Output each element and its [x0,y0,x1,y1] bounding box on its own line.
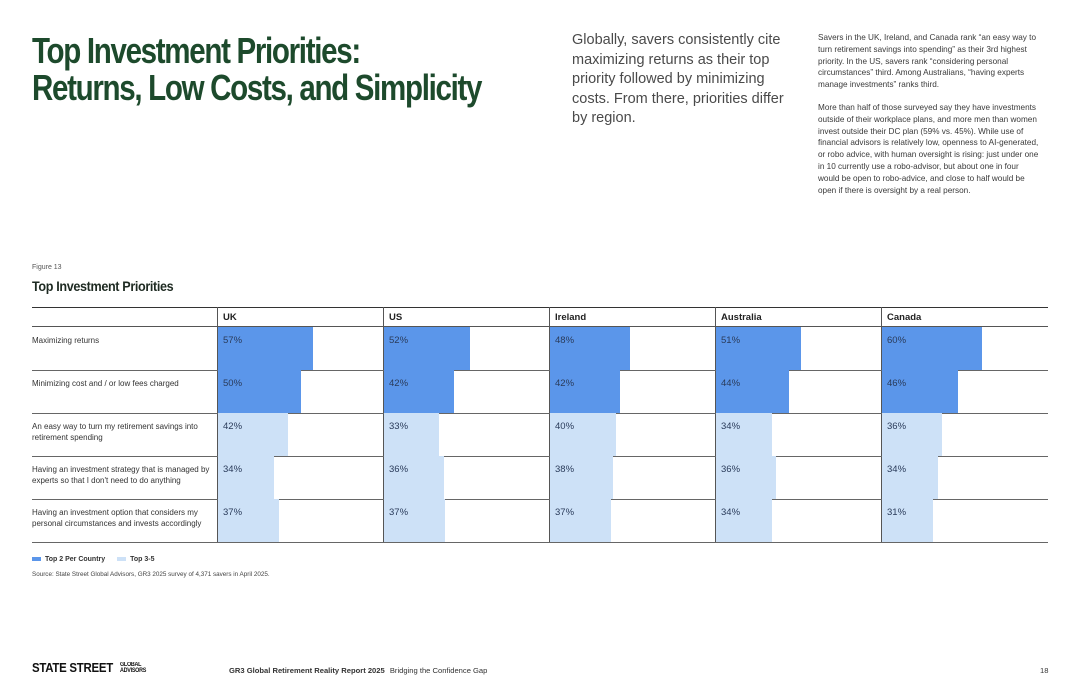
column-header: Ireland [555,312,587,323]
row-divider [32,413,1048,414]
priority-value: 36% [389,464,409,475]
row-label: Maximizing returns [32,336,100,345]
priority-value: 34% [223,464,243,475]
logo-sub-line-2: ADVISORS [119,667,147,674]
legend-swatch-top2 [32,557,41,562]
side-text: Savers in the UK, Ireland, and Canada ra… [818,32,1040,207]
priority-value: 44% [721,378,741,389]
row-divider [32,542,1048,543]
priority-bar [716,370,789,413]
column-divider [383,307,384,543]
priority-bar [716,413,772,456]
priority-value: 36% [721,464,741,475]
footer-report: GR3 Global Retirement Reality Report 202… [229,666,487,675]
page-title-line-1: Top Investment Priorities: [32,30,361,71]
priority-bar [716,499,772,542]
priority-value: 34% [721,507,741,518]
column-header: Canada [887,312,922,323]
priority-bar [218,370,301,413]
column-header: US [389,312,403,323]
legend-item-top2: Top 2 Per Country [32,556,105,563]
priority-value: 37% [223,507,243,518]
priority-bar [882,413,942,456]
page-number: 18 [1040,666,1049,675]
priority-bar [384,327,470,370]
priority-bar [882,499,933,542]
row-label: Having an investment option that conside… [32,508,202,528]
row-divider [32,499,1048,500]
priority-value: 37% [555,507,575,518]
priority-bar [384,456,444,499]
priority-bar [882,370,958,413]
legend-item-top3-5: Top 3-5 [117,556,154,563]
priority-bar [550,370,620,413]
priority-bar [550,456,613,499]
priority-bar [716,456,776,499]
legend: Top 2 Per Country Top 3-5 [32,556,164,563]
priority-value: 46% [887,378,907,389]
priority-bar [384,413,439,456]
report-title: GR3 Global Retirement Reality Report 202… [229,666,385,675]
table-top-rule [32,307,1048,308]
figure-title: Top Investment Priorities [32,278,174,294]
priority-value: 50% [223,378,243,389]
priority-bar [882,327,982,370]
logo-sub-text: GLOBAL ADVISORS [120,662,146,674]
source-note: Source: State Street Global Advisors, GR… [32,571,270,578]
priority-value: 57% [223,335,243,346]
priority-bar [550,327,630,370]
row-divider [32,370,1048,371]
row-label: Having an investment strategy that is ma… [32,465,210,485]
column-divider [217,307,218,543]
state-street-logo: STATE STREET GLOBAL ADVISORS [32,660,149,675]
column-divider [881,307,882,543]
priority-value: 42% [223,421,243,432]
priority-value: 38% [555,464,575,475]
side-paragraph-2: More than half of those surveyed say the… [818,102,1039,195]
priority-value: 52% [389,335,409,346]
priority-value: 36% [887,421,907,432]
legend-label-top2: Top 2 Per Country [45,556,106,563]
priority-bar [218,327,313,370]
row-divider [32,456,1048,457]
column-header: Australia [721,312,762,323]
priority-bar [550,499,611,542]
logo-main-text: STATE STREET [32,660,113,675]
priority-value: 37% [389,507,409,518]
priority-bar [218,413,288,456]
priority-bar [384,499,445,542]
column-divider [715,307,716,543]
priority-value: 33% [389,421,409,432]
priority-value: 48% [555,335,575,346]
priority-value: 31% [887,507,907,518]
figure-label: Figure 13 [32,264,62,271]
priority-bar [384,370,454,413]
priority-bar [882,456,938,499]
priority-value: 34% [887,464,907,475]
priority-value: 40% [555,421,575,432]
priority-value: 60% [887,335,907,346]
intro-text: Globally, savers consistently cite maxim… [572,32,784,126]
side-paragraph-1: Savers in the UK, Ireland, and Canada ra… [818,33,1037,90]
table-header-rule [32,326,1048,327]
page-title-line-2: Returns, Low Costs, and Simplicity [32,67,482,108]
row-label: Minimizing cost and / or low fees charge… [32,379,179,388]
column-header: UK [223,312,237,323]
priority-bar [218,456,274,499]
priority-bar [550,413,616,456]
priority-value: 51% [721,335,741,346]
legend-swatch-top3-5 [117,557,127,562]
priority-value: 34% [721,421,741,432]
logo-sub-line-1: GLOBAL [119,661,142,668]
column-divider [549,307,550,543]
row-label: An easy way to turn my retirement saving… [32,422,198,442]
priority-value: 42% [555,378,575,389]
priority-value: 42% [389,378,409,389]
page-title: Top Investment Priorities: Returns, Low … [32,30,482,108]
priority-bar [218,499,279,542]
report-subtitle: Bridging the Confidence Gap [389,666,488,675]
priority-bar [716,327,801,370]
legend-label-top3-5: Top 3-5 [130,556,155,563]
